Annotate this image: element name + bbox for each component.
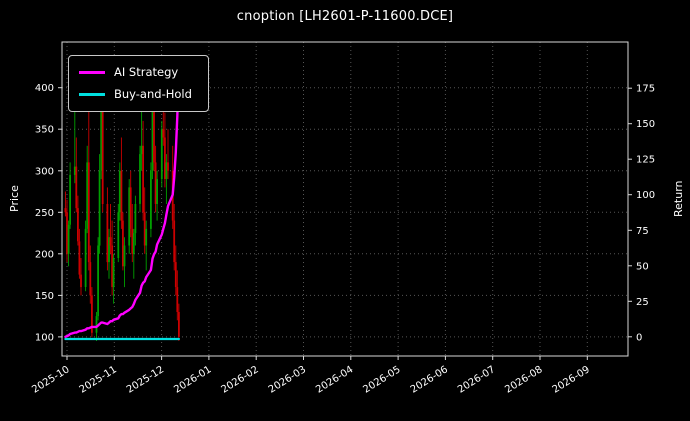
svg-text:350: 350 bbox=[35, 125, 54, 136]
svg-text:150: 150 bbox=[636, 119, 655, 130]
svg-text:125: 125 bbox=[636, 155, 655, 166]
svg-text:25: 25 bbox=[636, 297, 649, 308]
svg-text:0: 0 bbox=[636, 332, 642, 343]
legend-item-ai-strategy: AI Strategy bbox=[79, 65, 192, 79]
svg-text:2025-11: 2025-11 bbox=[78, 364, 119, 395]
svg-text:200: 200 bbox=[35, 249, 54, 260]
ai-strategy-line-icon bbox=[79, 70, 105, 74]
legend: AI Strategy Buy-and-Hold bbox=[68, 55, 209, 112]
buy-and-hold-line-icon bbox=[79, 92, 105, 96]
svg-text:2026-08: 2026-08 bbox=[503, 364, 544, 395]
svg-text:2026-09: 2026-09 bbox=[551, 364, 592, 395]
svg-text:2026-03: 2026-03 bbox=[267, 364, 308, 395]
legend-label-buy-and-hold: Buy-and-Hold bbox=[114, 87, 192, 101]
svg-text:100: 100 bbox=[636, 190, 655, 201]
svg-text:150: 150 bbox=[35, 291, 54, 302]
svg-text:2025-10: 2025-10 bbox=[30, 364, 71, 395]
svg-text:75: 75 bbox=[636, 226, 649, 237]
svg-text:2026-04: 2026-04 bbox=[314, 364, 355, 395]
legend-item-buy-and-hold: Buy-and-Hold bbox=[79, 87, 192, 101]
legend-label-ai-strategy: AI Strategy bbox=[114, 65, 179, 79]
svg-text:100: 100 bbox=[35, 332, 54, 343]
svg-text:2026-07: 2026-07 bbox=[456, 364, 497, 395]
svg-text:2026-02: 2026-02 bbox=[220, 364, 261, 395]
svg-text:2025-12: 2025-12 bbox=[125, 364, 166, 395]
svg-text:175: 175 bbox=[636, 84, 655, 95]
svg-text:2026-01: 2026-01 bbox=[172, 364, 213, 395]
svg-text:2026-05: 2026-05 bbox=[361, 364, 402, 395]
svg-text:2026-06: 2026-06 bbox=[409, 364, 450, 395]
svg-text:400: 400 bbox=[35, 83, 54, 94]
chart-title: cnoption [LH2601-P-11600.DCE] bbox=[236, 9, 454, 24]
svg-text:50: 50 bbox=[636, 261, 649, 272]
svg-text:300: 300 bbox=[35, 166, 54, 177]
svg-text:250: 250 bbox=[35, 208, 54, 219]
